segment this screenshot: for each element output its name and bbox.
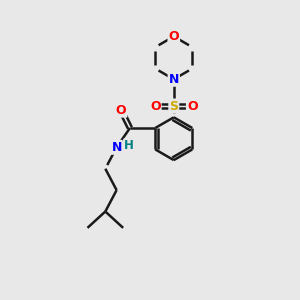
Text: H: H (124, 139, 134, 152)
Text: O: O (150, 100, 161, 112)
Text: S: S (169, 100, 178, 112)
Text: N: N (111, 141, 122, 154)
Text: N: N (169, 73, 179, 86)
Text: O: O (116, 104, 126, 117)
Text: O: O (187, 100, 197, 112)
Text: O: O (169, 30, 179, 43)
